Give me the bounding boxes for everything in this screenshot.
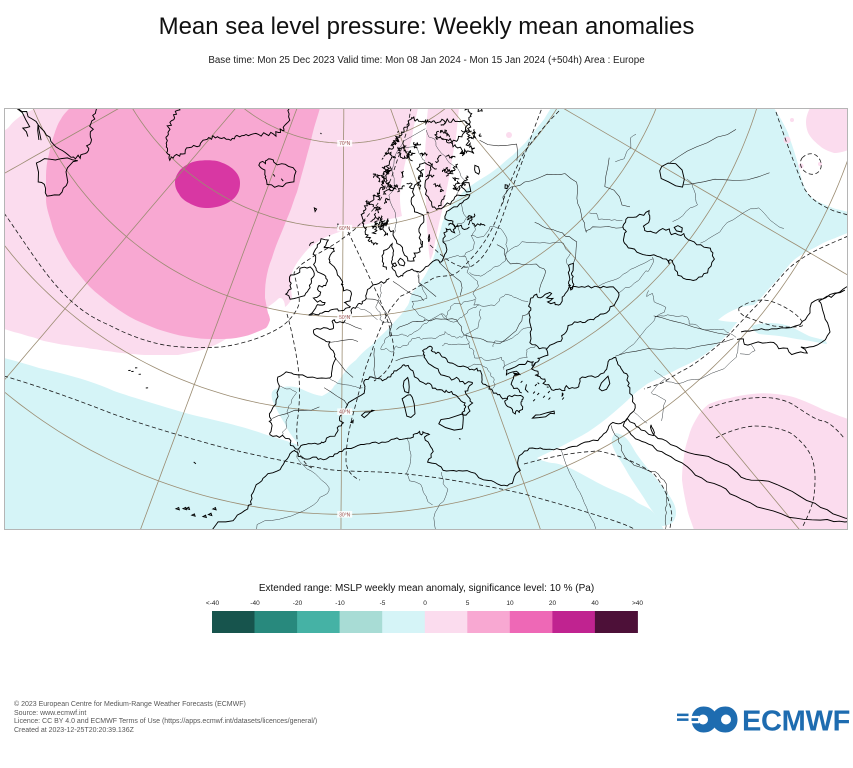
svg-text:50°N: 50°N (339, 315, 351, 321)
svg-text:30°N: 30°N (339, 512, 351, 518)
svg-text:70°N: 70°N (339, 141, 351, 147)
svg-text:60°N: 60°N (339, 226, 351, 232)
svg-text:ECMWF: ECMWF (742, 706, 850, 738)
svg-text:40°N: 40°N (339, 410, 351, 416)
